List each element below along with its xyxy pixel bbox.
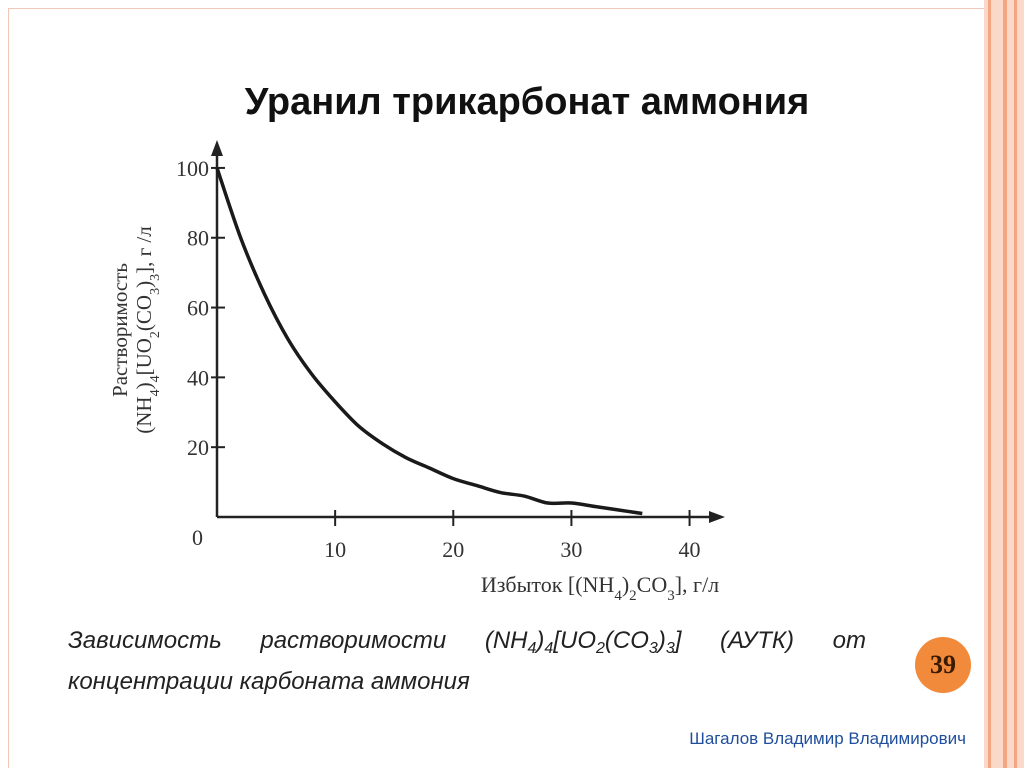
y-tick-label: 100 bbox=[176, 156, 209, 181]
subscript: 3 bbox=[648, 640, 658, 657]
label-part: ) bbox=[132, 382, 156, 389]
subscript: 4 bbox=[148, 389, 163, 396]
label-part: [UO bbox=[132, 338, 156, 375]
label-part: ], г/л bbox=[675, 572, 719, 597]
label-part: Избыток [(NH bbox=[481, 572, 615, 597]
y-axis-arrow bbox=[211, 140, 223, 156]
label-part: CO bbox=[637, 572, 668, 597]
y-tick-label: 80 bbox=[187, 226, 209, 251]
y-tick-label: 40 bbox=[187, 365, 209, 390]
y-tick-label: 60 bbox=[187, 296, 209, 321]
caption-part: ) bbox=[536, 627, 545, 654]
caption-part: [UO bbox=[553, 627, 596, 654]
subscript: 2 bbox=[629, 588, 637, 604]
caption: Зависимость растворимости (NH4)4[UO2(CO3… bbox=[68, 620, 866, 702]
caption-part: Зависимость растворимости (NH bbox=[68, 627, 528, 654]
chart-title: Уранил трикарбонат аммония bbox=[245, 81, 810, 123]
x-tick-label: 20 bbox=[442, 537, 464, 562]
y-tick-label: 0 bbox=[192, 525, 203, 550]
x-tick-label: 40 bbox=[679, 537, 701, 562]
subscript: 3 bbox=[665, 640, 675, 657]
x-tick-label: 30 bbox=[560, 537, 582, 562]
subscript: 2 bbox=[148, 331, 163, 338]
y-axis-label-line: Растворимость bbox=[108, 263, 132, 397]
y-tick-label: 20 bbox=[187, 435, 209, 460]
label-part: (NH bbox=[132, 396, 156, 433]
label-part: ) bbox=[132, 281, 156, 288]
page-number: 39 bbox=[915, 637, 971, 693]
subscript: 4 bbox=[148, 375, 163, 382]
subscript: 2 bbox=[596, 640, 605, 657]
subscript: 4 bbox=[614, 588, 622, 604]
curve bbox=[215, 167, 643, 516]
label-part: ], г /л bbox=[132, 226, 156, 274]
label-part: (CO bbox=[132, 295, 156, 331]
author: Шагалов Владимир Владимирович bbox=[689, 729, 966, 748]
subscript: 4 bbox=[527, 640, 537, 657]
y-axis-label-line: (NH4)4[UO2(CO3)3], г /л bbox=[132, 226, 163, 434]
label-part: ) bbox=[622, 572, 629, 597]
y-axis-label: Растворимость(NH4)4[UO2(CO3)3], г /л bbox=[108, 226, 163, 434]
subscript: 3 bbox=[148, 288, 163, 295]
x-axis-label: Избыток [(NH4)2CO3], г/л bbox=[481, 572, 719, 604]
caption-part: ] (АУТК) от концентрации карбоната аммон… bbox=[68, 627, 866, 695]
caption-part: (CO bbox=[604, 627, 649, 654]
subscript: 4 bbox=[544, 640, 554, 657]
subscript: 3 bbox=[148, 274, 163, 281]
caption-part: ) bbox=[657, 627, 666, 654]
subscript: 3 bbox=[667, 588, 675, 604]
x-axis-arrow bbox=[709, 511, 725, 523]
x-tick-label: 10 bbox=[324, 537, 346, 562]
